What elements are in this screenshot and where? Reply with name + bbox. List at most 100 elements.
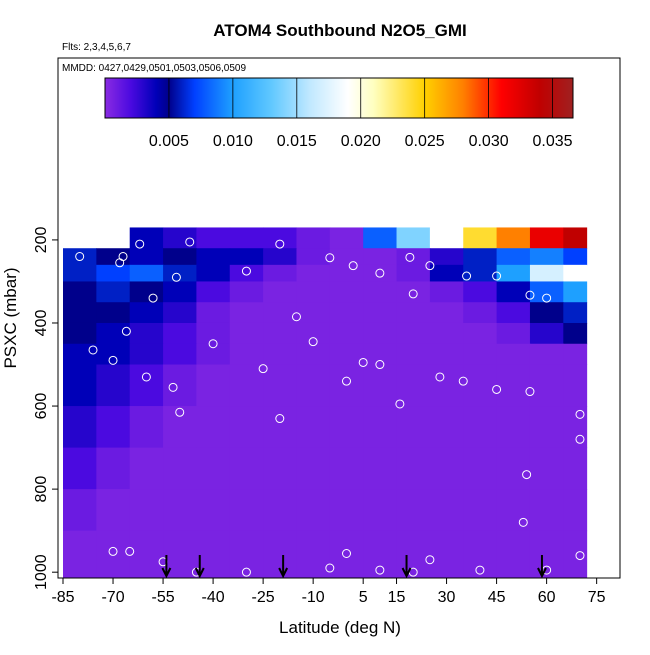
colorbar-swatch <box>551 78 553 118</box>
heatmap-cell <box>363 248 398 266</box>
colorbar-swatch <box>346 78 348 118</box>
heatmap-cell <box>63 364 97 407</box>
colorbar-swatch <box>332 78 334 118</box>
sample-point <box>241 567 251 577</box>
colorbar-swatch <box>438 78 440 118</box>
colorbar-swatch <box>215 78 217 118</box>
sample-point <box>108 546 118 556</box>
colorbar-swatch <box>373 78 375 118</box>
colorbar-swatch <box>356 78 358 118</box>
colorbar-swatch <box>533 78 535 118</box>
colorbar-swatch <box>477 78 479 118</box>
colorbar-swatch <box>517 78 519 118</box>
colorbar-swatch <box>427 78 429 118</box>
colorbar-swatch <box>559 78 561 118</box>
heatmap-cell <box>163 248 197 266</box>
colorbar-swatch <box>139 78 141 118</box>
colorbar-swatch <box>169 78 171 118</box>
colorbar-swatch <box>257 78 259 118</box>
colorbar-swatch <box>411 78 413 118</box>
colorbar-swatch <box>200 78 202 118</box>
colorbar-swatch <box>507 78 509 118</box>
colorbar-swatch <box>295 78 297 118</box>
colorbar-swatch <box>307 78 309 118</box>
colorbar-swatch <box>514 78 516 118</box>
colorbar-swatch <box>504 78 506 118</box>
heatmap-cell <box>363 364 398 407</box>
colorbar-swatch <box>225 78 227 118</box>
heatmap-cell <box>563 322 588 345</box>
colorbar-swatch <box>114 78 116 118</box>
colorbar-swatch <box>173 78 175 118</box>
colorbar-swatch <box>277 78 279 118</box>
colorbar-swatch <box>223 78 225 118</box>
sample-point <box>475 565 485 575</box>
heatmap-cell <box>563 264 588 282</box>
heatmap-cell <box>429 281 464 303</box>
colorbar-swatch <box>553 78 555 118</box>
colorbar-swatch <box>413 78 415 118</box>
heatmap-cell <box>296 530 331 579</box>
heatmap-cell <box>363 322 398 345</box>
heatmap-cell <box>463 322 498 345</box>
sample-point <box>342 376 352 386</box>
colorbar-swatch <box>407 78 409 118</box>
colorbar-swatch <box>417 78 419 118</box>
colorbar-swatch <box>372 78 374 118</box>
heatmap-cell <box>196 406 231 449</box>
heatmap-cell <box>396 343 431 366</box>
sample-point <box>141 372 151 382</box>
heatmap-cell <box>196 281 231 303</box>
colorbar-swatch <box>516 78 518 118</box>
colorbar-swatch <box>366 78 368 118</box>
colorbar-swatch <box>391 78 393 118</box>
sample-point <box>405 252 415 262</box>
heatmap-cell <box>96 406 131 449</box>
colorbar-swatch <box>350 78 352 118</box>
colorbar-swatch <box>299 78 301 118</box>
y-tick-label: 800 <box>33 476 50 503</box>
colorbar-swatch <box>453 78 455 118</box>
heatmap-cell <box>229 364 264 407</box>
colorbar-swatch <box>449 78 451 118</box>
colorbar-swatch <box>144 78 146 118</box>
colorbar-swatch <box>323 78 325 118</box>
profile-arrow <box>194 555 205 579</box>
colorbar-swatch <box>236 78 238 118</box>
colorbar-swatch <box>394 78 396 118</box>
colorbar-swatch <box>172 78 174 118</box>
colorbar-swatch <box>184 78 186 118</box>
heatmap-cell <box>96 530 131 579</box>
heatmap-cell <box>63 406 97 449</box>
heatmap-cell <box>429 302 464 324</box>
colorbar-swatch <box>367 78 369 118</box>
heatmap-cell <box>429 248 464 266</box>
heatmap-cell <box>463 343 498 366</box>
colorbar-swatch <box>560 78 562 118</box>
colorbar-swatch <box>388 78 390 118</box>
heatmap-cell <box>263 364 297 407</box>
colorbar-swatch <box>198 78 200 118</box>
colorbar-swatch <box>474 78 476 118</box>
colorbar-swatch <box>561 78 563 118</box>
heatmap-cell <box>296 264 331 282</box>
colorbar-swatch <box>536 78 538 118</box>
heatmap-cell <box>296 227 331 249</box>
x-tick-label: -55 <box>151 589 174 606</box>
colorbar-swatch <box>396 78 398 118</box>
colorbar-swatch <box>419 78 421 118</box>
colorbar-swatch <box>545 78 547 118</box>
sample-point <box>275 239 285 249</box>
sample-point <box>135 239 145 249</box>
colorbar-swatch <box>351 78 353 118</box>
colorbar-swatch <box>522 78 524 118</box>
colorbar-swatch <box>212 78 214 118</box>
colorbar-swatch <box>524 78 526 118</box>
heatmap-cell <box>129 364 164 407</box>
colorbar-swatch <box>324 78 326 118</box>
colorbar-swatch <box>503 78 505 118</box>
colorbar-swatch <box>196 78 198 118</box>
sample-point <box>121 326 131 336</box>
sample-point <box>291 312 301 322</box>
colorbar-tick-label: 0.035 <box>533 133 573 150</box>
